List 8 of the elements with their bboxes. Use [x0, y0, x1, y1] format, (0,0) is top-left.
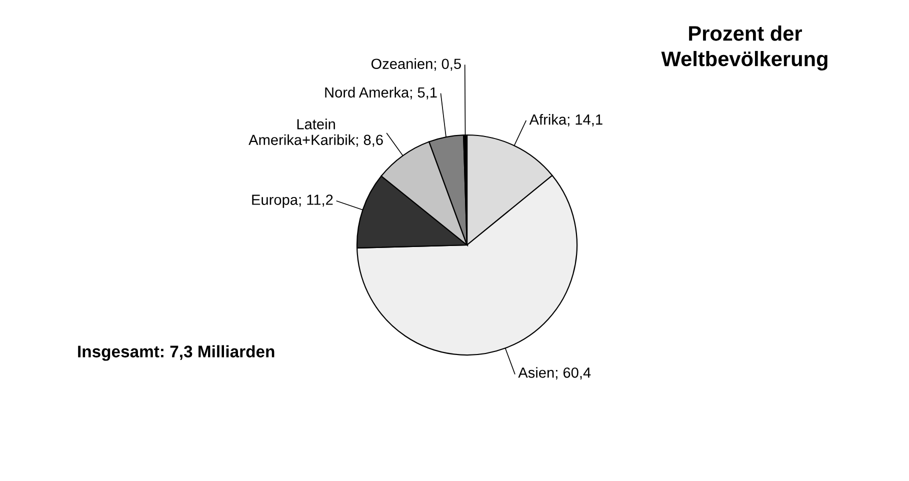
slice-label: Latein Amerika+Karibik; 8,6 [248, 118, 383, 147]
text: Insgesamt: 7,3 Milliarden [78, 345, 274, 361]
text: Prozent der Weltbevölkerung [661, 26, 828, 70]
slice-label: Nord Amerka; 5,1 [325, 86, 437, 100]
slice-label: Ozeanien; 0,5 [371, 58, 461, 71]
slice-label: Europa; 11,2 [252, 194, 333, 208]
slice-label: Asien; 60,4 [518, 367, 591, 380]
slice-label: Afrika; 14,1 [529, 114, 602, 126]
